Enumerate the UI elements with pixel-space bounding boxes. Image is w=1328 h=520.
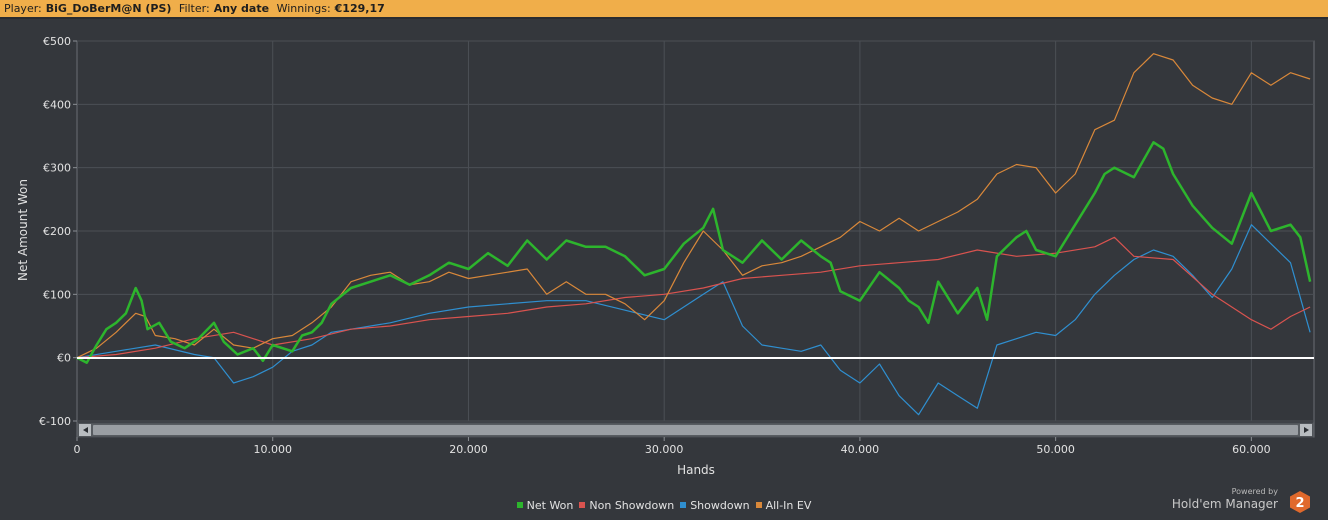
legend-label: Net Won xyxy=(526,499,574,512)
x-axis: 0 10.000 20.000 30.000 40.000 50.000 60.000 xyxy=(74,437,1271,456)
legend-swatch xyxy=(755,502,762,508)
filter-label: Filter: xyxy=(178,2,210,15)
scrollbar-thumb[interactable] xyxy=(93,425,1298,435)
player-label: Player: xyxy=(4,2,42,15)
powered-by-text: Powered by xyxy=(1231,487,1278,496)
y-axis-title: Net Amount Won xyxy=(16,179,30,281)
winnings-value: €129,17 xyxy=(334,2,385,15)
winnings-label: Winnings: xyxy=(276,2,331,15)
legend-item-all-in-ev[interactable]: All-In EV xyxy=(755,499,812,512)
horizontal-scrollbar[interactable] xyxy=(77,422,1314,438)
logo-number: 2 xyxy=(1295,496,1304,511)
legend-swatch xyxy=(579,502,586,508)
series-line-showdown xyxy=(76,224,1311,416)
series-line-all-in-ev xyxy=(76,53,1311,359)
legend-swatch xyxy=(680,502,687,508)
scroll-right-arrow-icon xyxy=(1304,427,1309,433)
filter-value: Any date xyxy=(213,2,270,15)
y-tick-label: €300 xyxy=(43,162,71,175)
series-lines xyxy=(76,53,1312,416)
scroll-left-arrow-icon xyxy=(83,427,88,433)
product-name: Hold'em Manager xyxy=(1171,497,1278,511)
x-axis-title: Hands xyxy=(677,463,715,477)
y-axis: €-100 €0 €100 €200 €300 €400 €500 xyxy=(39,35,77,428)
x-tick-label: 40.000 xyxy=(841,443,880,456)
legend: Net Won Non Showdown Showdown All-In EV xyxy=(0,499,1328,512)
branding: Powered by Hold'em Manager 2 xyxy=(1160,487,1320,515)
y-tick-label: €500 xyxy=(43,35,71,48)
plot-area xyxy=(76,40,1315,438)
y-tick-label: €-100 xyxy=(39,415,71,428)
legend-swatch xyxy=(516,502,523,508)
y-tick-label: €0 xyxy=(57,352,71,365)
x-tick-label: 30.000 xyxy=(645,443,684,456)
y-tick-label: €100 xyxy=(43,288,71,301)
y-tick-label: €200 xyxy=(43,225,71,238)
series-line-net-won xyxy=(76,141,1312,364)
y-tick-label: €400 xyxy=(43,98,71,111)
legend-item-net-won[interactable]: Net Won xyxy=(516,499,574,512)
x-tick-label: 0 xyxy=(74,443,81,456)
x-tick-label: 20.000 xyxy=(449,443,488,456)
hem2-logo-icon: 2 xyxy=(1290,491,1310,513)
player-value: BiG_DoBerM@N (PS) xyxy=(45,2,172,15)
legend-item-non-showdown[interactable]: Non Showdown xyxy=(579,499,674,512)
filter-bar-shadow xyxy=(0,17,1328,19)
legend-label: Showdown xyxy=(690,499,750,512)
x-tick-label: 60.000 xyxy=(1232,443,1271,456)
legend-label: Non Showdown xyxy=(589,499,675,512)
x-tick-label: 50.000 xyxy=(1036,443,1075,456)
legend-item-showdown[interactable]: Showdown xyxy=(680,499,750,512)
legend-label: All-In EV xyxy=(765,499,812,512)
filter-bar: Player: BiG_DoBerM@N (PS) Filter: Any date… xyxy=(0,0,1328,17)
x-tick-label: 10.000 xyxy=(253,443,292,456)
